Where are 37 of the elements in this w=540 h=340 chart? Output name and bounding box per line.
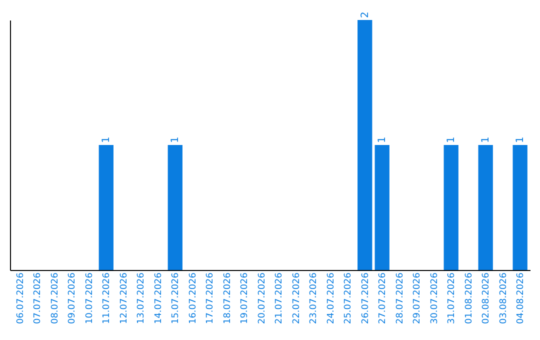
data-label: 1 [515, 136, 526, 143]
x-tick-label: 16.07.2026 [188, 272, 198, 324]
x-tick-label: 22.07.2026 [292, 272, 302, 324]
x-tick-label: 13.07.2026 [136, 272, 147, 324]
x-tick-label: 20.07.2026 [257, 272, 268, 324]
x-tick-label: 02.08.2026 [482, 272, 492, 324]
x-tick-label: 29.07.2026 [412, 272, 423, 324]
x-tick-label: 06.07.2026 [16, 272, 26, 324]
x-tick-label: 23.07.2026 [309, 272, 320, 324]
x-tick-label: 21.07.2026 [274, 272, 285, 324]
data-label: 1 [101, 136, 112, 143]
data-label: 1 [377, 136, 388, 143]
x-tick-label: 15.07.2026 [171, 272, 182, 324]
x-tick-label: 08.07.2026 [50, 272, 60, 324]
x-tick-label: 11.07.2026 [102, 272, 112, 324]
data-label: 2 [360, 12, 371, 18]
x-tick-label: 14.07.2026 [154, 272, 164, 324]
x-tick-label: 27.07.2026 [378, 272, 388, 324]
x-tick-label: 19.07.2026 [240, 272, 250, 324]
x-tick-label: 26.07.2026 [360, 272, 371, 324]
x-tick-label: 07.07.2026 [33, 272, 44, 324]
x-tick-label: 24.07.2026 [326, 272, 336, 324]
x-tick-label: 17.07.2026 [206, 272, 216, 324]
x-tick-label: 03.08.2026 [498, 272, 509, 324]
x-tick-label: 01.08.2026 [464, 272, 474, 324]
data-label: 1 [170, 136, 182, 143]
x-tick-label: 18.07.2026 [222, 272, 233, 324]
data-label: 1 [480, 136, 492, 143]
x-tick-label: 09.07.2026 [68, 272, 78, 324]
data-label: 1 [446, 136, 458, 143]
x-tick-label: 25.07.2026 [344, 272, 354, 324]
x-tick-label: 12.07.2026 [119, 272, 130, 324]
x-tick-label: 04.08.2026 [516, 272, 526, 324]
x-tick-label: 31.07.2026 [447, 272, 458, 324]
x-tick-label: 28.07.2026 [395, 272, 406, 324]
x-tick-label: 30.07.2026 [430, 272, 440, 324]
x-tick-label: 10.07.2026 [84, 272, 95, 324]
